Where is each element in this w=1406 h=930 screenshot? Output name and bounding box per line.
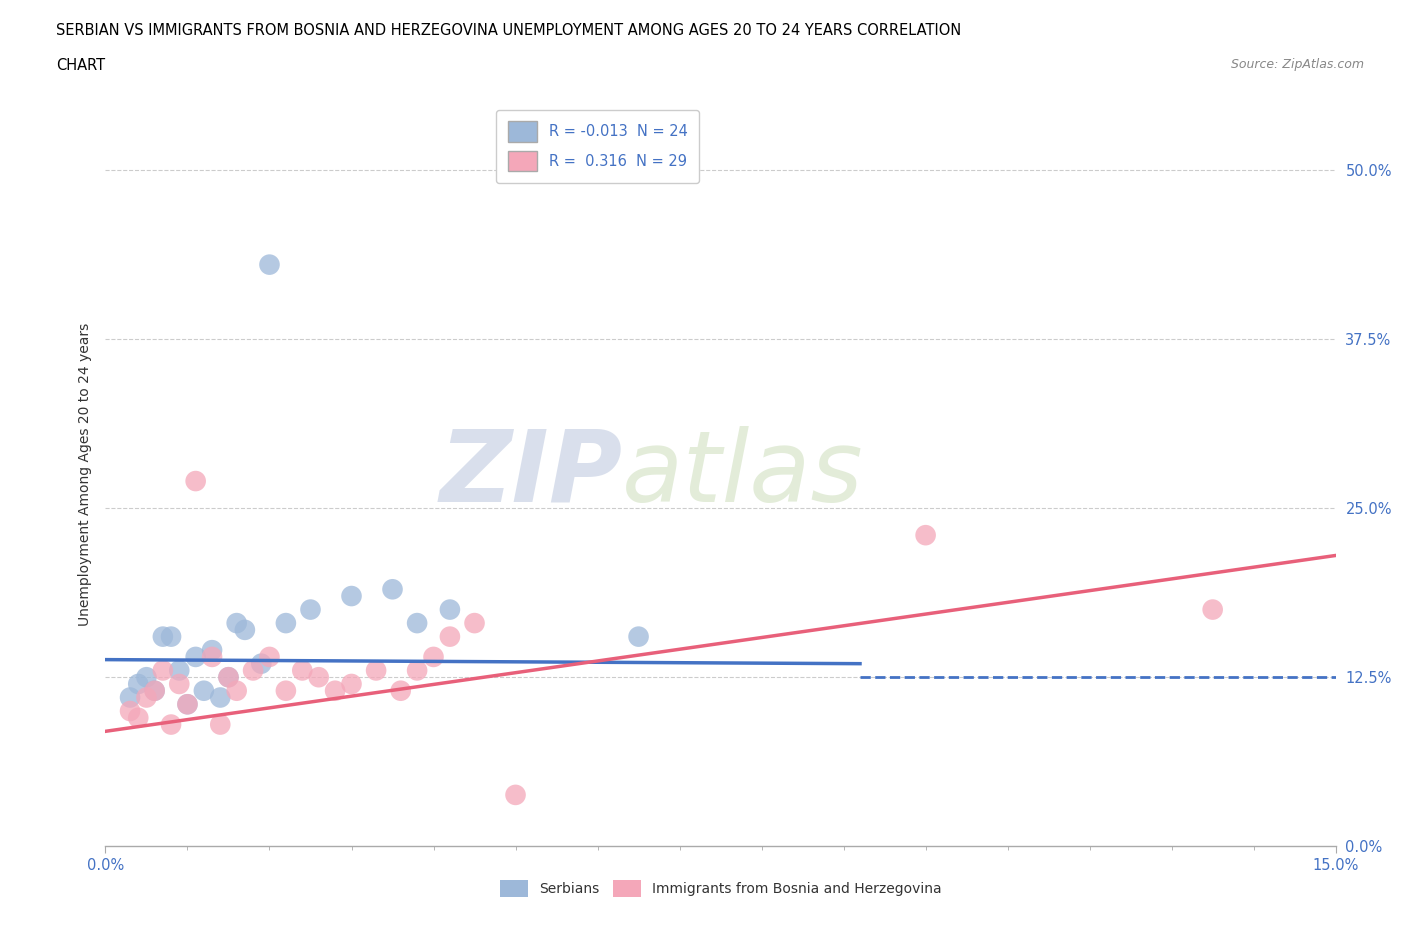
- Point: [340, 676, 363, 691]
- Point: [176, 697, 198, 711]
- Point: [439, 630, 461, 644]
- Point: [505, 788, 527, 803]
- Point: [914, 527, 936, 542]
- Point: [274, 684, 297, 698]
- Text: ZIP: ZIP: [439, 426, 621, 523]
- Point: [152, 630, 174, 644]
- Point: [340, 589, 363, 604]
- Point: [184, 473, 207, 488]
- Point: [439, 602, 461, 617]
- Point: [308, 670, 330, 684]
- Text: Source: ZipAtlas.com: Source: ZipAtlas.com: [1230, 58, 1364, 71]
- Point: [143, 684, 166, 698]
- Point: [381, 582, 404, 597]
- Point: [218, 670, 240, 684]
- Legend: Serbians, Immigrants from Bosnia and Herzegovina: Serbians, Immigrants from Bosnia and Her…: [495, 874, 946, 903]
- Point: [127, 711, 149, 725]
- Point: [627, 630, 650, 644]
- Point: [218, 670, 240, 684]
- Point: [225, 616, 247, 631]
- Point: [259, 258, 281, 272]
- Text: atlas: atlas: [621, 426, 863, 523]
- Point: [209, 717, 232, 732]
- Point: [299, 602, 322, 617]
- Point: [464, 616, 486, 631]
- Point: [135, 690, 157, 705]
- Point: [120, 704, 141, 719]
- Point: [406, 616, 429, 631]
- Point: [406, 663, 429, 678]
- Point: [250, 657, 273, 671]
- Point: [233, 622, 256, 637]
- Point: [389, 684, 412, 698]
- Point: [152, 663, 174, 678]
- Point: [120, 690, 141, 705]
- Point: [169, 663, 191, 678]
- Point: [1202, 602, 1225, 617]
- Point: [422, 649, 444, 664]
- Point: [176, 697, 198, 711]
- Point: [143, 684, 166, 698]
- Point: [184, 649, 207, 664]
- Point: [274, 616, 297, 631]
- Point: [291, 663, 314, 678]
- Point: [169, 676, 191, 691]
- Y-axis label: Unemployment Among Ages 20 to 24 years: Unemployment Among Ages 20 to 24 years: [77, 323, 91, 626]
- Point: [160, 630, 183, 644]
- Point: [160, 717, 183, 732]
- Point: [225, 684, 247, 698]
- Point: [323, 684, 346, 698]
- Text: SERBIAN VS IMMIGRANTS FROM BOSNIA AND HERZEGOVINA UNEMPLOYMENT AMONG AGES 20 TO : SERBIAN VS IMMIGRANTS FROM BOSNIA AND HE…: [56, 23, 962, 38]
- Point: [193, 684, 215, 698]
- Point: [259, 649, 281, 664]
- Point: [242, 663, 264, 678]
- Point: [201, 643, 224, 658]
- Point: [209, 690, 232, 705]
- Point: [135, 670, 157, 684]
- Text: CHART: CHART: [56, 58, 105, 73]
- Point: [201, 649, 224, 664]
- Point: [127, 676, 149, 691]
- Point: [366, 663, 388, 678]
